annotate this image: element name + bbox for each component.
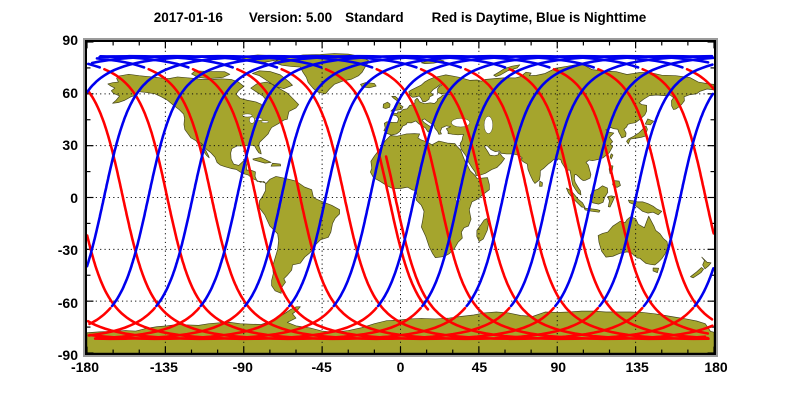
daytime-ground-track bbox=[87, 67, 714, 341]
y-tick-label: 30 bbox=[62, 137, 78, 153]
x-tick-label: -135 bbox=[149, 359, 178, 375]
title-mode: Standard bbox=[345, 10, 404, 25]
lake bbox=[242, 113, 253, 118]
x-tick-label: -45 bbox=[311, 359, 332, 375]
title-version: Version: 5.00 bbox=[248, 10, 333, 25]
lake bbox=[483, 115, 494, 134]
y-tick-label: 60 bbox=[62, 84, 78, 101]
y-tick-label: 90 bbox=[62, 32, 78, 48]
y-tick-label: 0 bbox=[70, 189, 78, 206]
x-tick-label: -90 bbox=[232, 359, 253, 375]
lake bbox=[249, 116, 255, 124]
lake bbox=[261, 120, 269, 124]
continents bbox=[87, 53, 714, 353]
y-tick-label: -60 bbox=[57, 294, 78, 311]
x-tick-label: 45 bbox=[471, 359, 488, 375]
x-tick-label: 0 bbox=[396, 359, 405, 375]
title-date: 2017-01-16 bbox=[153, 10, 223, 25]
x-tick-label: -180 bbox=[70, 359, 100, 375]
x-tick-label: 90 bbox=[550, 359, 567, 375]
x-tick-label: 180 bbox=[704, 359, 728, 375]
y-tick-label: -30 bbox=[57, 242, 78, 258]
nighttime-ground-track bbox=[87, 54, 714, 308]
x-tick-label: 135 bbox=[625, 359, 649, 375]
title-legend: Red is Daytime, Blue is Nighttime bbox=[431, 10, 647, 25]
plot-area bbox=[83, 38, 718, 357]
world-map-plot bbox=[87, 42, 714, 353]
y-tick-label: -90 bbox=[57, 347, 78, 363]
figure-title: 2017-01-16 Version: 5.00 Standard Red is Da… bbox=[0, 10, 800, 25]
axis-ticks bbox=[87, 42, 714, 353]
